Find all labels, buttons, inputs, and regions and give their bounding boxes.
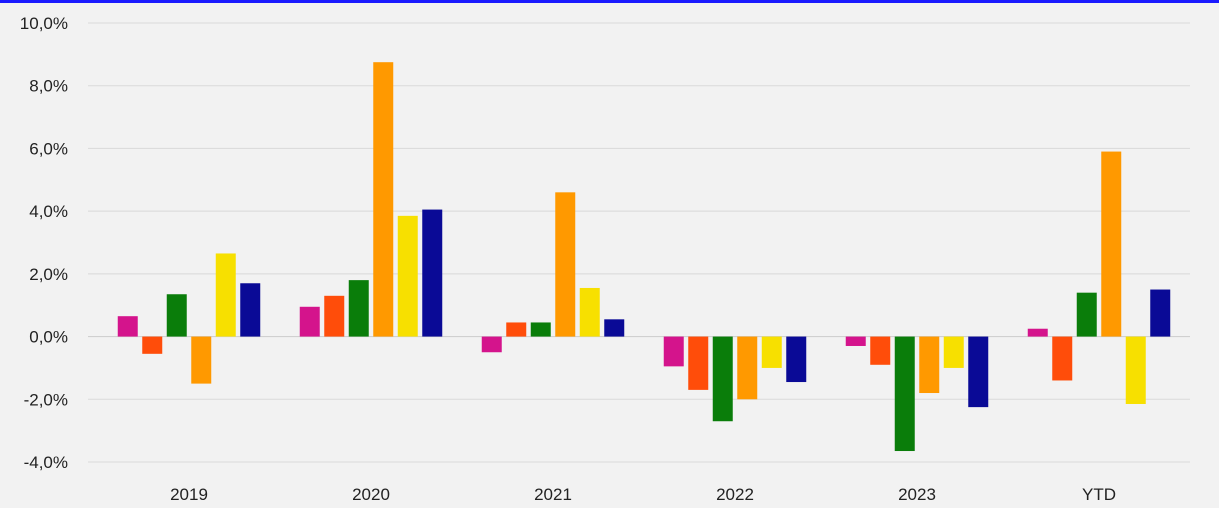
x-tick-label: 2019 (170, 485, 208, 504)
y-tick-label: 0,0% (29, 328, 68, 347)
bar (786, 336, 807, 383)
bar (894, 336, 915, 452)
bar (688, 336, 709, 390)
x-tick-label: 2021 (534, 485, 572, 504)
bar (1150, 289, 1171, 337)
x-tick-label: YTD (1082, 485, 1116, 504)
bar (166, 294, 187, 337)
bar (663, 336, 684, 367)
bar (215, 253, 236, 337)
y-tick-label: 8,0% (29, 77, 68, 96)
x-tick-label: 2022 (716, 485, 754, 504)
y-tick-label: -4,0% (24, 453, 68, 472)
bar (481, 336, 502, 353)
bar (530, 322, 551, 337)
bar (845, 336, 866, 346)
bar (373, 62, 394, 337)
bar (555, 192, 576, 337)
bar (191, 336, 212, 384)
x-axis-ticks: 2019 2020 2021 2022 2023 YTD (170, 485, 1116, 504)
bar (1125, 336, 1146, 404)
bar (422, 209, 443, 337)
bar (943, 336, 964, 368)
y-axis-ticks: -4,0% -2,0% 0,0% 2,0% 4,0% 6,0% 8,0% 10,0% (20, 14, 68, 472)
bar (324, 295, 345, 337)
y-tick-label: 10,0% (20, 14, 68, 33)
bar (240, 283, 261, 337)
bar (142, 336, 163, 354)
y-tick-label: -2,0% (24, 390, 68, 409)
bar (579, 287, 600, 337)
bar (712, 336, 733, 422)
bars (117, 62, 1171, 452)
x-tick-label: 2020 (352, 485, 390, 504)
bar (968, 336, 989, 408)
gridlines (88, 22, 1190, 463)
bar (299, 306, 320, 337)
bar (870, 336, 891, 365)
bar (397, 215, 418, 337)
bar (919, 336, 940, 394)
x-tick-label: 2023 (898, 485, 936, 504)
y-tick-label: 2,0% (29, 265, 68, 284)
bar (737, 336, 758, 400)
bar-chart: -4,0% -2,0% 0,0% 2,0% 4,0% 6,0% 8,0% 10,0% 2019… (20, 14, 1190, 504)
bar (348, 280, 369, 337)
bar (117, 316, 138, 337)
bar (1076, 292, 1097, 337)
bar (506, 322, 527, 337)
bar (761, 336, 782, 368)
bar (1052, 336, 1073, 381)
y-tick-label: 4,0% (29, 202, 68, 221)
y-tick-label: 6,0% (29, 139, 68, 158)
bar (1101, 151, 1122, 337)
bar (1027, 328, 1048, 337)
bar (604, 319, 625, 337)
